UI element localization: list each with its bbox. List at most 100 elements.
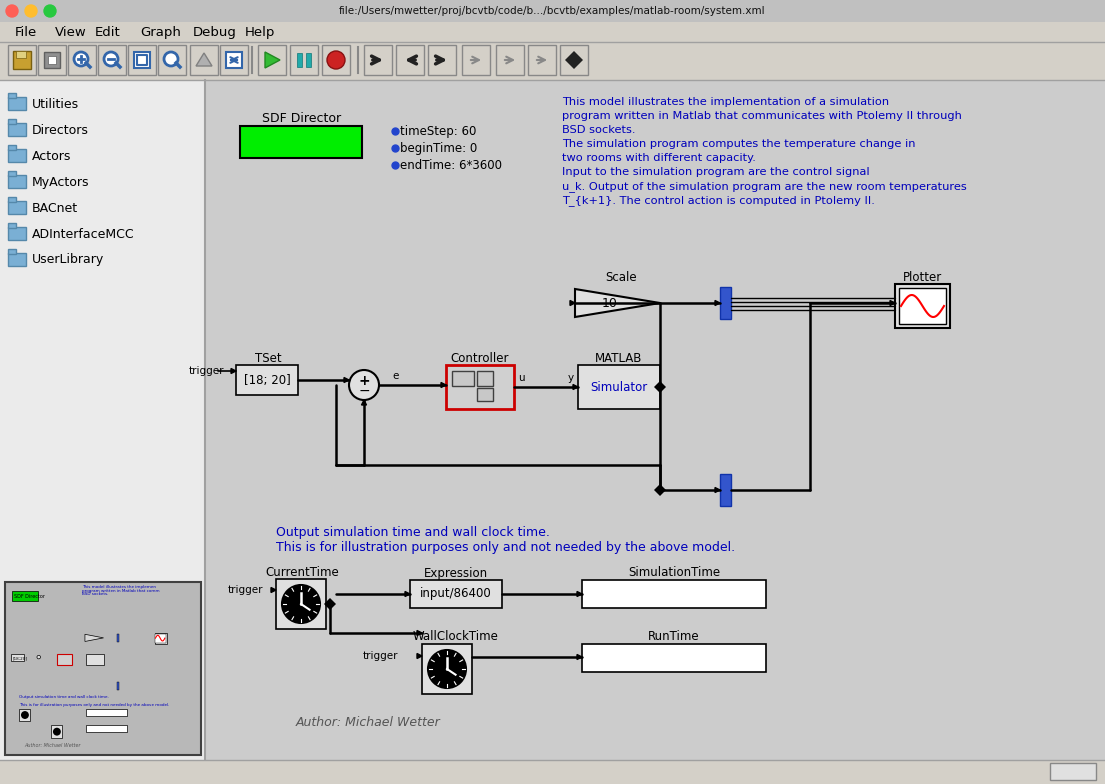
Polygon shape — [565, 51, 583, 69]
Text: Scale: Scale — [606, 270, 636, 284]
Bar — [578, 365, 660, 409]
Text: This model illustrates the implementation of a simulation: This model illustrates the implementatio… — [562, 97, 890, 107]
Text: View: View — [55, 26, 87, 38]
Text: MyActors: MyActors — [32, 176, 90, 188]
Text: BACnet: BACnet — [32, 201, 78, 215]
Bar — [0, 80, 206, 760]
Text: Utilities: Utilities — [32, 97, 80, 111]
Bar — [582, 580, 766, 608]
Bar — [0, 22, 1105, 42]
Bar — [86, 725, 127, 732]
Bar — [396, 45, 424, 75]
Bar — [899, 288, 946, 324]
Text: SDF Director: SDF Director — [263, 111, 341, 125]
Bar — [8, 249, 15, 254]
Text: Author: Michael Wetter: Author: Michael Wetter — [296, 716, 441, 728]
Text: timeStep: 60: timeStep: 60 — [400, 125, 476, 137]
Circle shape — [36, 655, 41, 659]
Bar — [240, 126, 362, 158]
Circle shape — [104, 52, 118, 66]
Bar — [306, 53, 311, 67]
Circle shape — [349, 370, 379, 400]
Bar — [52, 725, 62, 738]
Text: BSD sockets.: BSD sockets. — [82, 592, 108, 597]
Bar — [128, 45, 156, 75]
Text: Author: Michael Wetter: Author: Michael Wetter — [24, 742, 81, 748]
Text: This model illustrates the implemen: This model illustrates the implemen — [82, 585, 156, 589]
Bar — [8, 253, 27, 266]
Text: SDF Director: SDF Director — [13, 594, 44, 599]
Bar — [15, 51, 27, 58]
Polygon shape — [265, 52, 280, 68]
Text: MATLAB: MATLAB — [596, 351, 643, 365]
Bar — [0, 760, 1105, 784]
Bar — [290, 45, 318, 75]
Bar — [8, 149, 27, 162]
Polygon shape — [361, 400, 367, 405]
Bar — [422, 644, 472, 694]
Bar — [8, 201, 27, 214]
Circle shape — [21, 711, 29, 719]
Bar — [446, 365, 514, 409]
Bar — [48, 56, 56, 64]
Bar — [117, 633, 119, 642]
Bar — [117, 682, 119, 690]
Polygon shape — [577, 655, 582, 659]
Text: Graph: Graph — [140, 26, 181, 38]
Text: The simulation program computes the temperature change in: The simulation program computes the temp… — [562, 139, 916, 149]
Bar — [236, 365, 298, 395]
Bar — [364, 45, 392, 75]
Text: Edit: Edit — [95, 26, 120, 38]
Text: CurrentTime: CurrentTime — [265, 567, 339, 579]
Circle shape — [6, 5, 18, 17]
Circle shape — [282, 585, 320, 623]
Polygon shape — [570, 300, 575, 306]
Bar — [257, 45, 286, 75]
Bar — [190, 45, 218, 75]
Bar — [720, 474, 732, 506]
Bar — [452, 371, 474, 386]
Bar — [720, 287, 732, 319]
Bar — [6, 582, 201, 755]
Bar — [86, 709, 127, 716]
Polygon shape — [344, 378, 349, 383]
Polygon shape — [577, 591, 582, 597]
Text: program written in Matlab that comm: program written in Matlab that comm — [82, 589, 160, 593]
Polygon shape — [406, 591, 410, 597]
Bar — [462, 45, 490, 75]
Text: trigger: trigger — [189, 366, 224, 376]
Text: 10: 10 — [602, 296, 618, 310]
Bar — [1050, 763, 1096, 780]
Polygon shape — [196, 53, 212, 66]
Text: T_{k+1}. The control action is computed in Ptolemy II.: T_{k+1}. The control action is computed … — [562, 195, 875, 206]
Bar — [158, 45, 186, 75]
Text: file:/Users/mwetter/proj/bcvtb/code/b.../bcvtb/examples/matlab-room/system.xml: file:/Users/mwetter/proj/bcvtb/code/b...… — [339, 6, 766, 16]
Polygon shape — [324, 598, 336, 610]
Text: This is for illustration purposes only and not needed by the above model.: This is for illustration purposes only a… — [20, 703, 170, 707]
Polygon shape — [231, 368, 236, 373]
Text: [18; 20]: [18; 20] — [243, 373, 291, 387]
Bar — [98, 45, 126, 75]
Bar — [20, 709, 31, 721]
Text: SimulationTime: SimulationTime — [628, 567, 720, 579]
Bar — [38, 45, 66, 75]
Bar — [8, 223, 15, 228]
Bar — [69, 45, 96, 75]
Text: [18;20]: [18;20] — [12, 657, 28, 661]
Bar — [477, 371, 493, 386]
Text: Input to the simulation program are the control signal: Input to the simulation program are the … — [562, 167, 870, 177]
Bar — [0, 0, 1105, 22]
Bar — [13, 51, 31, 69]
Circle shape — [327, 51, 345, 69]
Bar — [206, 80, 1105, 760]
Circle shape — [74, 52, 88, 66]
Circle shape — [428, 650, 466, 688]
Bar — [8, 97, 27, 110]
Bar — [8, 119, 15, 124]
Text: This is for illustration purposes only and not needed by the above model.: This is for illustration purposes only a… — [276, 541, 735, 554]
Bar — [477, 388, 493, 401]
Bar — [134, 52, 150, 68]
Text: File: File — [15, 26, 38, 38]
Text: endTime: 6*3600: endTime: 6*3600 — [400, 158, 502, 172]
Bar — [560, 45, 588, 75]
